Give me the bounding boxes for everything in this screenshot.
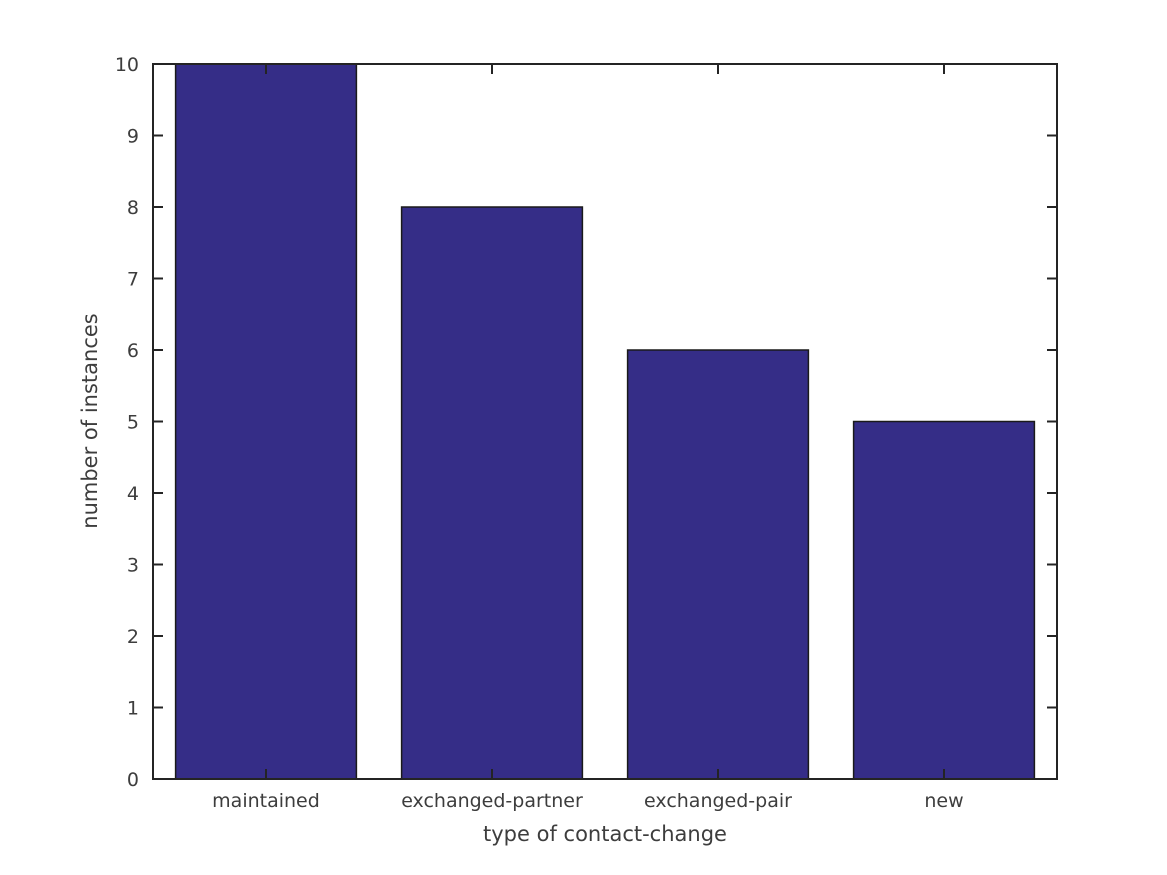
x-tick-label: maintained [212, 790, 320, 812]
bar-maintained [174, 63, 358, 780]
y-axis-label: number of instances [78, 313, 102, 528]
y-tick-label: 10 [115, 54, 139, 76]
x-tick-label: exchanged-partner [401, 790, 583, 812]
y-tick-label: 1 [127, 698, 139, 720]
y-tick-label: 7 [127, 269, 139, 291]
bar-exchanged-partner [400, 206, 584, 780]
y-tick-label: 8 [127, 197, 139, 219]
y-tick-label: 5 [127, 412, 139, 434]
y-tick-label: 4 [127, 483, 139, 505]
y-tick-label: 3 [127, 555, 139, 577]
bar-new [852, 420, 1036, 780]
y-tick-label: 9 [127, 126, 139, 148]
x-tick-label: exchanged-pair [644, 790, 792, 812]
y-tick-label: 0 [127, 769, 139, 791]
x-tick-label: new [924, 790, 963, 812]
x-axis-label: type of contact-change [483, 822, 727, 846]
y-tick-label: 2 [127, 626, 139, 648]
y-tick-label: 6 [127, 340, 139, 362]
bar-exchanged-pair [626, 349, 810, 780]
